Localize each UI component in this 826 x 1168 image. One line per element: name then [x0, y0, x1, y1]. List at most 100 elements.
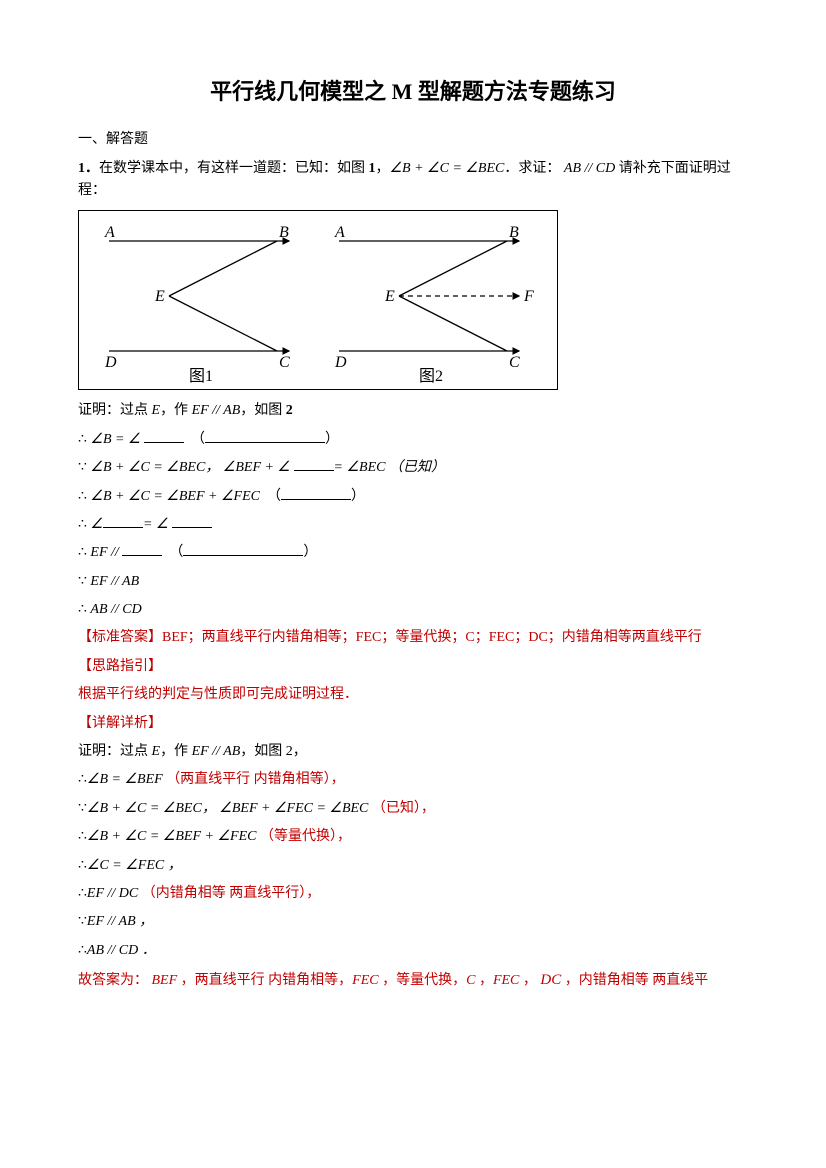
- f2: 两直线平行 内错角相等，: [195, 973, 353, 988]
- line-6: EF // AB: [78, 571, 748, 593]
- d3a: ∠B + ∠C = ∠BEF + ∠FEC: [87, 829, 257, 844]
- d-line-6: EF // AB ，: [78, 911, 748, 933]
- blank: [205, 429, 325, 443]
- pf-h1: 证明：过点: [78, 403, 152, 418]
- label-B: B: [279, 224, 289, 241]
- line-5: EF // （ ）: [78, 542, 748, 564]
- f3: FEC: [352, 973, 378, 988]
- d5b: （内错角相等 两直线平行），: [142, 886, 321, 901]
- question-1: 1．在数学课本中，有这样一道题：已知：如图 1，∠B + ∠C = ∠BEC．求…: [78, 158, 748, 203]
- l1b: （: [191, 432, 205, 447]
- d2b: ， ∠BEF + ∠FEC = ∠BEC: [202, 801, 369, 816]
- page-title: 平行线几何模型之 M 型解题方法专题练习: [78, 74, 748, 109]
- because-icon: [78, 914, 87, 929]
- label-D2: D: [334, 354, 347, 371]
- idea-tag: 【思路指引】: [78, 656, 748, 678]
- d-line-2: ∠B + ∠C = ∠BEC， ∠BEF + ∠FEC = ∠BEC （已知），: [78, 798, 748, 820]
- l5a: EF //: [90, 545, 118, 560]
- f4: ，等量代换，: [379, 973, 467, 988]
- blank: [122, 542, 162, 556]
- blank: [294, 457, 334, 471]
- line-7: AB // CD: [78, 599, 748, 621]
- d5a: EF // DC: [87, 886, 138, 901]
- fc1: ，: [177, 973, 195, 988]
- label-D: D: [104, 354, 117, 371]
- ans-tag: 【标准答案】: [78, 630, 162, 645]
- therefore-icon: [78, 517, 87, 532]
- final-answer: 故答案为： BEF ，两直线平行 内错角相等，FEC ，等量代换，C ，FEC …: [78, 968, 748, 992]
- figure-box: A B E D C 图1 A B E F D C 图2: [78, 210, 558, 390]
- label-E2: E: [384, 288, 395, 305]
- l2b: ， ∠BEF + ∠: [205, 460, 290, 475]
- q1-ab: AB // CD: [564, 161, 615, 176]
- because-icon: [78, 460, 87, 475]
- label-C: C: [279, 354, 290, 371]
- d-proof-head: 证明：过点 E，作 EF // AB，如图 2，: [78, 741, 748, 763]
- l6: EF // AB: [90, 574, 139, 589]
- l1c: ）: [325, 432, 339, 447]
- proof-head: 证明：过点 E，作 EF // AB，如图 2: [78, 400, 748, 422]
- f10: ，内错角相等 两直线平: [561, 973, 708, 988]
- therefore-icon: [78, 602, 87, 617]
- d3b: （等量代换），: [260, 829, 351, 844]
- q1-t3: ．求证：: [504, 161, 564, 176]
- f8: ，: [519, 973, 540, 988]
- d7: AB // CD ．: [87, 943, 156, 958]
- because-icon: [78, 801, 87, 816]
- figure-1: A B E D C 图1: [104, 224, 290, 385]
- q1-formula: ∠B + ∠C = ∠BEC: [390, 161, 505, 176]
- f1: BEF: [152, 973, 178, 988]
- therefore-icon: [78, 886, 87, 901]
- d2c: （已知），: [372, 801, 435, 816]
- l7: AB // CD: [90, 602, 141, 617]
- dpf3: ，如图 2，: [240, 744, 307, 759]
- f9: DC: [540, 972, 561, 988]
- label-E: E: [154, 288, 165, 305]
- l4a: ∠: [90, 517, 103, 532]
- blank: [281, 486, 351, 500]
- line-4: ∠ = ∠: [78, 514, 748, 536]
- label-F2: F: [523, 288, 534, 305]
- label-B2: B: [509, 224, 519, 241]
- line-2: ∠B + ∠C = ∠BEC， ∠BEF + ∠ = ∠BEC （已知）: [78, 457, 748, 479]
- ans-body: BEF；两直线平行内错角相等；FEC；等量代换；C；FEC；DC；内错角相等两直…: [162, 630, 702, 645]
- f7: FEC: [493, 973, 519, 988]
- blank: [144, 429, 184, 443]
- d-line-5: EF // DC （内错角相等 两直线平行），: [78, 883, 748, 905]
- q1-t2: ，: [376, 161, 390, 176]
- therefore-icon: [78, 489, 87, 504]
- section-heading: 一、解答题: [78, 129, 748, 151]
- d-line-7: AB // CD ．: [78, 940, 748, 962]
- blank: [172, 514, 212, 528]
- label-A: A: [104, 224, 115, 241]
- idea-body: 根据平行线的判定与性质即可完成证明过程．: [78, 684, 748, 706]
- label-C2: C: [509, 354, 520, 371]
- because-icon: [78, 574, 87, 589]
- pf-h3: ，如图: [240, 403, 286, 418]
- pf-fig2: 2: [286, 403, 293, 418]
- d1a: ∠B = ∠BEF: [87, 772, 163, 787]
- figures-svg: A B E D C 图1 A B E F D C 图2: [79, 211, 557, 389]
- fig2-label: 图2: [419, 368, 443, 385]
- d1b: （两直线平行 内错角相等），: [166, 772, 345, 787]
- figure-2: A B E F D C 图2: [334, 224, 534, 385]
- l2c: = ∠BEC （已知）: [334, 460, 445, 475]
- d2a: ∠B + ∠C = ∠BEC: [87, 801, 202, 816]
- dpf1: 证明：过点: [78, 744, 152, 759]
- therefore-icon: [78, 432, 87, 447]
- therefore-icon: [78, 772, 87, 787]
- blank: [103, 514, 143, 528]
- q1-fig: 1: [369, 161, 376, 176]
- l4b: = ∠: [143, 517, 169, 532]
- dpfef: EF // AB: [192, 744, 241, 759]
- detail-tag: 【详解详析】: [78, 713, 748, 735]
- d4a: ∠C = ∠FEC ，: [87, 858, 182, 873]
- blank: [183, 542, 303, 556]
- l3a: ∠B + ∠C = ∠BEF + ∠FEC: [90, 489, 260, 504]
- therefore-icon: [78, 829, 87, 844]
- title-post: 型解题方法专题练习: [412, 79, 616, 104]
- label-A2: A: [334, 224, 345, 241]
- l5c: ）: [303, 545, 317, 560]
- dpf2: ，作: [160, 744, 192, 759]
- l5b: （: [169, 545, 183, 560]
